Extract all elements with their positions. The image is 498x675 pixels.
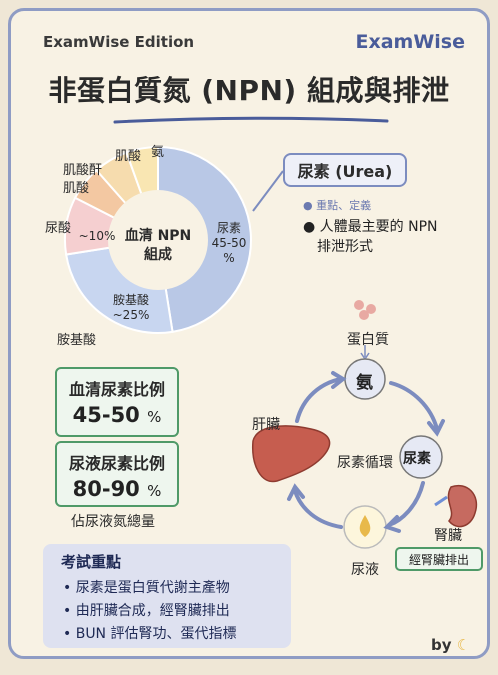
key-point-1: • 尿素是蛋白質代謝主產物 xyxy=(63,580,230,596)
donut-center-line2: 組成 xyxy=(144,247,172,263)
urine-drop-icon xyxy=(359,515,371,537)
urea-callout-title: 尿素 (Urea) xyxy=(283,153,407,187)
kidney-note-badge: 經腎臟排出 xyxy=(395,547,483,571)
footer-by: by ☾ xyxy=(431,636,470,654)
serum-urea-stat: 血清尿素比例 45-50 % xyxy=(55,367,179,437)
slice-label-uric: ~10% xyxy=(78,229,116,243)
donut-hole xyxy=(108,190,208,290)
outer-label-amino: 胺基酸 xyxy=(57,333,97,348)
key-points-box xyxy=(43,544,291,648)
title-underline xyxy=(113,116,389,124)
key-points-title: 考試重點 xyxy=(61,553,122,571)
cycle-liver-label: 肝臟 xyxy=(252,417,280,433)
serum-stat-unit: % xyxy=(147,408,162,426)
urea-callout-desc: ● 人體最主要的 NPN 排泄形式 xyxy=(303,217,438,257)
brand-logo: ExamWise xyxy=(355,31,465,53)
urea-desc-line2: 排泄形式 xyxy=(317,239,373,255)
slice-urea-name: 尿素 xyxy=(216,221,241,235)
callout-connector xyxy=(252,170,284,212)
urine-stat-value-row: 80-90 % xyxy=(57,477,177,501)
footer-by-text: by xyxy=(431,636,452,654)
npn-donut-chart xyxy=(64,145,252,334)
urine-note: 佔尿液氮總量 xyxy=(71,514,155,530)
urea-node xyxy=(399,435,443,479)
protein-icon xyxy=(354,300,376,320)
page-title: 非蛋白質氮 (NPN) 組成與排泄 xyxy=(48,74,450,107)
urine-stat-unit: % xyxy=(147,482,162,500)
edition-label: ExamWise Edition xyxy=(43,33,195,51)
slice-amino-name: 胺基酸 xyxy=(112,293,149,307)
urea-callout-sub: ● 重點、定義 xyxy=(303,199,372,212)
cycle-urea-label: 尿素 xyxy=(403,451,431,467)
slice-urea-unit: % xyxy=(223,251,235,265)
outer-label-creatine: 肌酸 xyxy=(63,181,90,196)
cycle-arrows-icon xyxy=(287,371,445,533)
cycle-center-label: 尿素循環 xyxy=(337,455,393,471)
serum-stat-value: 45-50 xyxy=(72,403,140,427)
urea-desc-line1: ● 人體最主要的 NPN xyxy=(303,219,438,235)
slice-urea-pct: 45-50 xyxy=(211,236,247,250)
serum-stat-title: 血清尿素比例 xyxy=(68,380,165,399)
urine-stat-value: 80-90 xyxy=(72,477,140,501)
key-point-3: • BUN 評估腎功、蛋代指標 xyxy=(63,626,237,642)
outer-label-uric: 尿酸 xyxy=(45,221,72,236)
outer-label-ammonia: 氨 xyxy=(151,145,165,160)
slice-amino-pct: ~25% xyxy=(112,308,150,322)
infographic-card: ExamWise Edition ExamWise 非蛋白質氮 (NPN) 組成… xyxy=(8,8,490,659)
donut-center-line1: 血清 NPN xyxy=(124,228,192,244)
cycle-protein-label: 蛋白質 xyxy=(347,332,389,348)
urine-stat-title: 尿液尿素比例 xyxy=(68,454,165,473)
kidney-icon xyxy=(434,484,478,528)
outer-label-creatinine: 肌酸酐 xyxy=(63,163,103,178)
slice-label-urea: 尿素 45-50 % xyxy=(207,221,251,266)
cycle-ammonia-label: 氨 xyxy=(356,373,373,393)
slice-label-amino: 胺基酸 ~25% xyxy=(101,293,161,323)
banana-icon: ☾ xyxy=(456,636,471,654)
urea-cycle-diagram xyxy=(252,300,478,549)
cycle-kidney-label: 腎臟 xyxy=(434,528,462,544)
donut-center-label: 血清 NPN 組成 xyxy=(118,227,198,265)
cycle-urine-label: 尿液 xyxy=(351,562,379,578)
outer-label-creatine-top: 肌酸 xyxy=(115,149,142,164)
serum-stat-value-row: 45-50 % xyxy=(57,403,177,427)
urine-urea-stat: 尿液尿素比例 80-90 % xyxy=(55,441,179,507)
key-point-2: • 由肝臟合成，經腎臟排出 xyxy=(63,603,230,619)
liver-icon xyxy=(252,425,331,483)
